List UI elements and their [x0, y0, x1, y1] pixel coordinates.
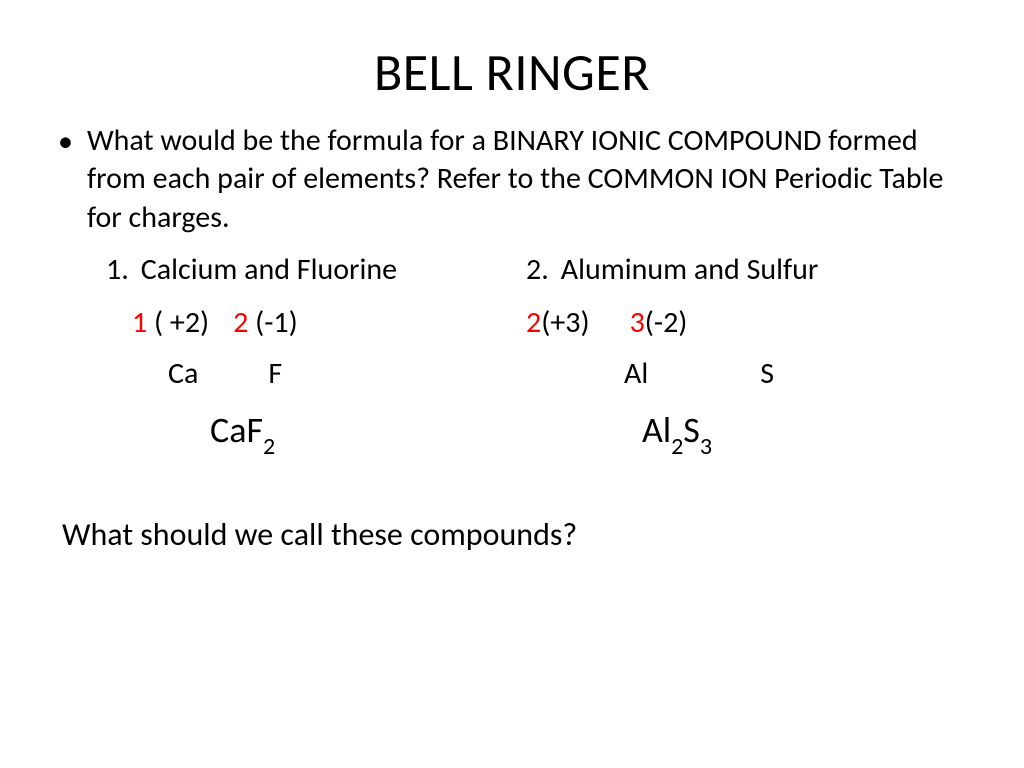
charge-2a-val: (+3)	[541, 304, 589, 341]
symbols-right: Al S	[624, 355, 974, 392]
charge-1a-val: ( +2)	[147, 304, 209, 341]
pair-1-number: 1.	[106, 251, 129, 288]
pair-1: 1. Calcium and Fluorine	[106, 251, 526, 288]
charge-2b-val: (-2)	[645, 304, 688, 341]
main-question-text: What would be the formula for a BINARY I…	[87, 122, 974, 237]
formula-CaF2-sub: 2	[263, 432, 275, 461]
formula-CaF2: CaF2	[210, 408, 642, 457]
element-pairs-row: 1. Calcium and Fluorine 2. Aluminum and Su…	[106, 251, 974, 288]
charges-left: 1 ( +2) 2 (-1)	[132, 304, 526, 341]
formula-Al2S3: Al2S3	[642, 408, 942, 457]
charge-1b-coeff: 2	[233, 304, 248, 341]
formulas-row: CaF2 Al2S3	[210, 408, 974, 457]
bullet-dot: •	[58, 122, 73, 161]
symbols-left: Ca F	[168, 355, 624, 392]
charges-right: 2(+3) 3(-2)	[526, 304, 926, 341]
charge-1b-val: (-1)	[248, 304, 297, 341]
symbol-F: F	[268, 355, 282, 392]
charges-row: 1 ( +2)2 (-1) 2(+3)3(-2)	[132, 304, 974, 341]
closing-question: What should we call these compounds?	[62, 515, 974, 554]
element-symbols-row: Ca F Al S	[168, 355, 974, 392]
symbol-Al: Al	[624, 355, 648, 392]
pair-1-label: Calcium and Fluorine	[141, 251, 397, 288]
formula-S: S	[683, 408, 700, 452]
charge-2a-coeff: 2	[526, 304, 541, 341]
main-question-block: • What would be the formula for a BINARY…	[58, 122, 974, 237]
pair-2-number: 2.	[526, 251, 549, 288]
charge-1a-coeff: 1	[132, 304, 147, 341]
formula-CaF2-base: CaF	[210, 408, 263, 452]
slide-title: BELL RINGER	[50, 40, 974, 104]
symbol-Ca: Ca	[168, 355, 198, 392]
pair-2-label: Aluminum and Sulfur	[561, 251, 819, 288]
formula-S-sub: 3	[700, 432, 712, 461]
formula-Al-sub: 2	[671, 432, 683, 461]
charge-2b-coeff: 3	[630, 304, 645, 341]
formula-Al: Al	[642, 408, 671, 452]
pair-2: 2. Aluminum and Sulfur	[526, 251, 926, 288]
symbol-S: S	[760, 355, 774, 392]
